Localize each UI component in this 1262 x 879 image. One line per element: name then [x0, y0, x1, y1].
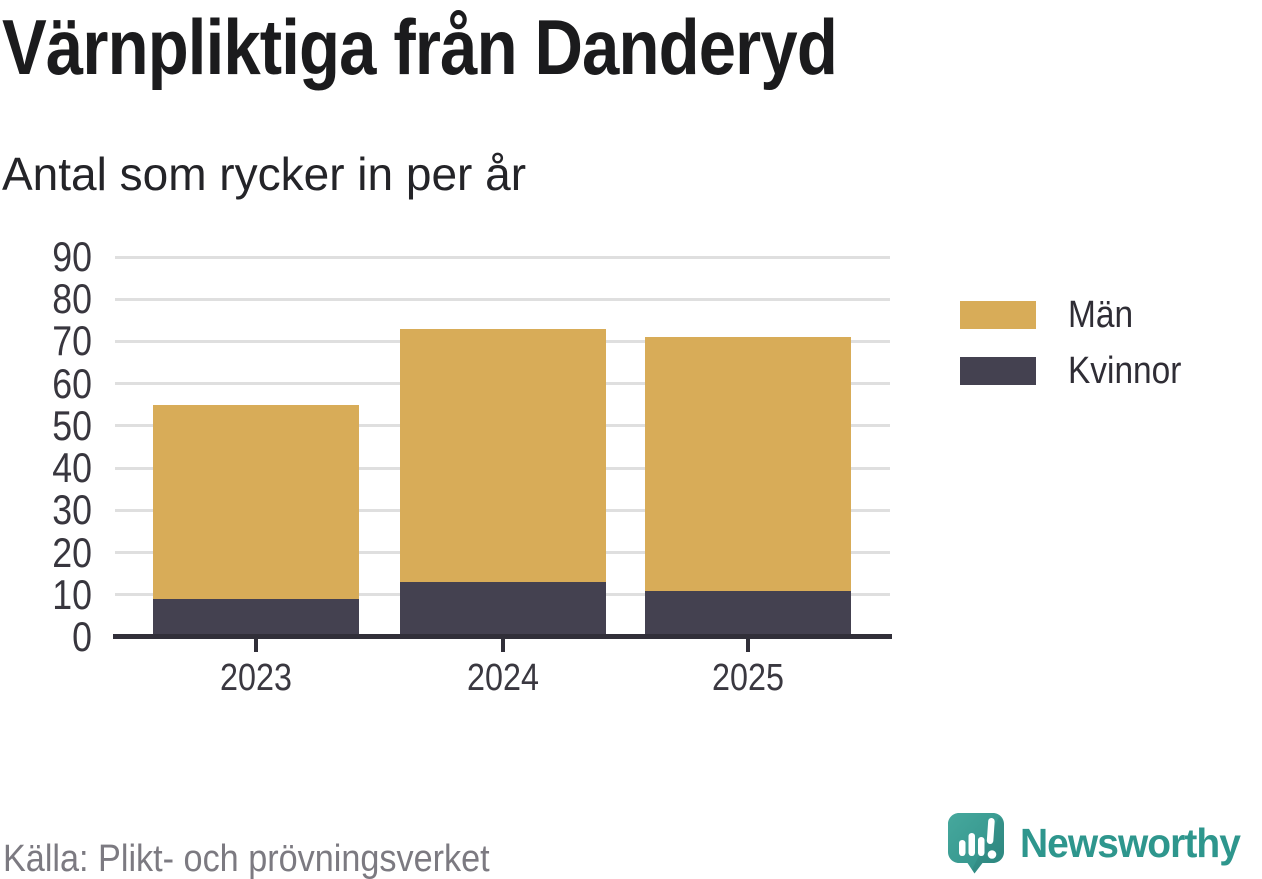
- x-axis-tick-2025: [746, 639, 750, 652]
- y-axis-label: 80: [52, 275, 92, 323]
- y-axis-label: 0: [72, 613, 92, 660]
- legend-label-women: Kvinnor: [1068, 349, 1182, 392]
- chart-title: Värnpliktiga från Danderyd: [2, 3, 838, 91]
- x-axis-tick-2024: [501, 639, 505, 652]
- bar-2023-men: [153, 404, 359, 599]
- y-axis-label: 90: [52, 233, 92, 280]
- bar-2024-men: [400, 328, 606, 583]
- newsworthy-logo-icon: [948, 813, 1004, 874]
- newsworthy-wordmark: Newsworthy: [1020, 819, 1241, 866]
- x-axis-label-2025: 2025: [712, 657, 784, 699]
- chart-subtitle: Antal som rycker in per år: [2, 148, 527, 200]
- y-axis-label: 70: [52, 317, 92, 365]
- legend-swatch-women: [960, 357, 1036, 385]
- legend: Män Kvinnor: [960, 293, 1197, 393]
- legend-item-men: Män: [960, 293, 1197, 337]
- x-axis-label-2023: 2023: [220, 657, 292, 699]
- y-axis-label: 60: [52, 359, 92, 407]
- y-axis-label: 20: [52, 528, 92, 576]
- newsworthy-brand: Newsworthy: [946, 810, 1252, 876]
- source-attribution: Källa: Plikt- och prövningsverket: [3, 838, 490, 879]
- y-axis-label: 50: [52, 401, 92, 449]
- legend-swatch-men: [960, 301, 1036, 329]
- y-axis-label: 30: [52, 486, 92, 534]
- bar-2025-women: [645, 590, 851, 637]
- bar-2025-men: [645, 337, 851, 591]
- x-axis-tick-2023: [254, 639, 258, 652]
- bar-2023-women: [153, 599, 359, 637]
- legend-label-men: Män: [1068, 293, 1134, 336]
- gridline-80: [115, 297, 890, 301]
- y-axis-label: 10: [52, 570, 92, 618]
- legend-item-women: Kvinnor: [960, 349, 1197, 393]
- y-axis-label: 40: [52, 444, 92, 492]
- gridline-90: [115, 255, 890, 259]
- bar-2024-women: [400, 582, 606, 637]
- x-axis-line: [113, 634, 892, 639]
- x-axis-label-2024: 2024: [467, 657, 539, 699]
